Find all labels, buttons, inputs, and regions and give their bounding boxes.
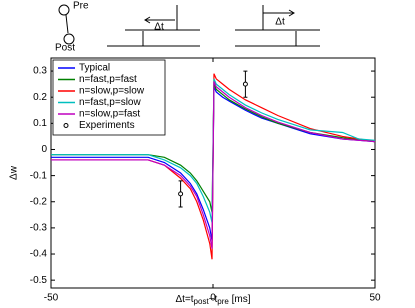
y-tick-label: -0.5	[30, 275, 48, 286]
legend-label: n=fast,p=fast	[79, 74, 137, 85]
post-label: Post	[55, 43, 75, 54]
dt-label: Δt	[275, 17, 285, 28]
y-tick-label: -0.3	[30, 223, 48, 234]
arrow-left	[144, 16, 175, 24]
arrow-right	[263, 9, 295, 17]
schematic: Pre Post Δt Δt	[55, 1, 320, 54]
y-tick-label: 0	[41, 144, 47, 155]
y-axis-label: Δw	[9, 165, 20, 180]
dt-label: Δt	[154, 22, 164, 33]
y-tick-label: -0.1	[30, 170, 48, 181]
pre-label: Pre	[73, 1, 89, 12]
spike-trains-right	[235, 5, 320, 47]
legend-label: n=slow,p=slow	[79, 86, 145, 97]
legend-label: Experiments	[79, 120, 135, 131]
legend-box	[52, 59, 166, 136]
spike-trains-left	[107, 5, 200, 47]
y-tick-label: 0.3	[33, 66, 47, 77]
x-axis-label: Δt=tpost−tpre [ms]	[175, 294, 250, 306]
x-tick-label: 0	[210, 293, 216, 304]
experiment-point	[242, 81, 248, 87]
legend-label: n=slow,p=fast	[79, 109, 140, 120]
x-tick-label: 50	[369, 293, 381, 304]
x-tick-label: -50	[44, 293, 59, 304]
legend-label: n=fast,p=slow	[79, 97, 141, 108]
legend-swatch	[63, 123, 69, 128]
post-neuron	[63, 33, 75, 45]
experiment-point	[178, 191, 184, 197]
legend-label: Typical	[79, 63, 110, 74]
y-tick-label: 0.2	[33, 92, 47, 103]
y-tick-label: 0.1	[33, 118, 47, 129]
pre-neuron	[58, 4, 70, 16]
series-line	[51, 81, 376, 249]
synapse	[65, 14, 69, 34]
y-tick-label: -0.4	[30, 249, 48, 260]
y-tick-label: -0.2	[30, 196, 48, 207]
